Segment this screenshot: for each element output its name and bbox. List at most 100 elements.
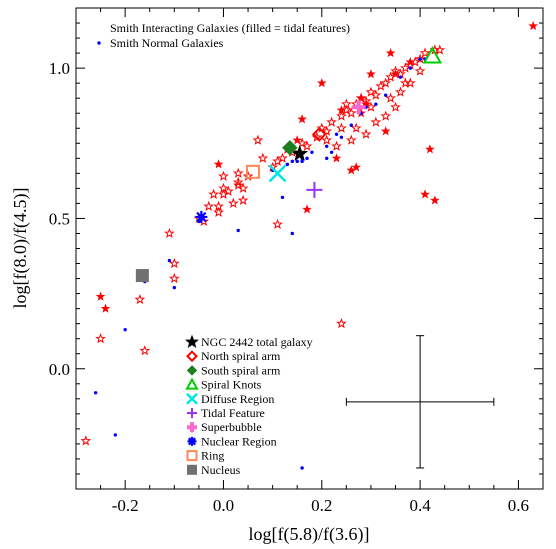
legend-label: Spiral Knots: [201, 378, 262, 392]
legend-label: Nucleus: [201, 463, 241, 477]
special-point-marker: [195, 210, 208, 223]
special-point-marker: [268, 164, 287, 183]
legend-label: Tidal Feature: [201, 406, 265, 420]
error-bar: [345, 335, 495, 469]
special-points: [135, 46, 443, 283]
interacting-galaxy-point: [227, 197, 239, 208]
interacting-galaxy-point: [164, 227, 175, 239]
interacting-galaxy-point: [404, 77, 416, 88]
interacting-galaxy-point: [237, 194, 249, 205]
y-tick-label: 0.0: [49, 360, 70, 379]
normal-galaxy-point: [290, 231, 294, 236]
legend-label: Ring: [201, 449, 224, 463]
interacting-galaxy-point: [390, 101, 401, 112]
interacting-galaxy-point: [395, 86, 406, 97]
legend-marker: [185, 334, 199, 348]
interacting-galaxy-point: [360, 128, 372, 139]
legend-label: NGC 2442 total galaxy: [201, 335, 313, 349]
normal-galaxy-point: [123, 327, 127, 332]
normal-galaxy-point: [280, 195, 285, 200]
interacting-galaxy-point: [302, 204, 312, 214]
x-tick-label: 0.2: [311, 496, 332, 515]
legend-marker: [186, 450, 198, 462]
y-axis-label: log[f(8.0)/f(4.5)]: [10, 188, 31, 309]
interacting-galaxy-point: [232, 176, 244, 187]
normal-galaxy-point: [93, 391, 98, 395]
interacting-galaxy-point: [425, 144, 435, 154]
interacting-galaxy-point: [414, 53, 426, 64]
legend-top: Smith Interacting Galaxies (filled = tid…: [97, 21, 350, 50]
normal-galaxy-point: [408, 66, 412, 70]
legend-label: South spiral arm: [201, 363, 281, 377]
x-tick-label: 0.0: [213, 496, 234, 515]
interacting-galaxy-point: [390, 69, 401, 79]
interacting-galaxy-point: [420, 189, 430, 199]
interacting-galaxy-point: [252, 134, 264, 145]
interacting-galaxy-point: [208, 188, 220, 199]
axis-ticks: [75, 7, 544, 489]
legend-marker: [187, 422, 197, 433]
interacting-galaxy-point: [168, 257, 180, 269]
normal-galaxy-point: [300, 159, 304, 164]
normal-galaxy-point: [290, 159, 294, 164]
normal-galaxy-point: [167, 258, 172, 263]
interacting-galaxy-point: [80, 435, 92, 446]
interacting-galaxy-point: [321, 134, 333, 145]
normal-galaxy-point: [236, 228, 240, 233]
interacting-galaxy-point: [232, 167, 244, 178]
interacting-galaxy-point: [345, 134, 357, 145]
data-points: [80, 20, 538, 470]
interacting-galaxy-point: [134, 293, 146, 305]
interacting-galaxy-point: [297, 114, 307, 124]
plot-frame: [75, 7, 544, 490]
interacting-galaxy-point: [331, 153, 342, 163]
interacting-galaxy-point: [528, 20, 538, 31]
interacting-galaxy-point: [100, 303, 111, 313]
normal-galaxy-point: [325, 156, 329, 161]
interacting-galaxy-point: [346, 165, 357, 175]
interacting-galaxy-point: [380, 77, 392, 88]
interacting-galaxy-point: [213, 159, 224, 169]
legend-label: Nuclear Region: [201, 434, 277, 448]
legend-marker: [185, 377, 199, 390]
interacting-galaxy-point: [277, 152, 288, 163]
interacting-galaxy-point: [316, 78, 327, 88]
interacting-galaxy-point: [341, 98, 352, 109]
x-tick-label: -0.2: [112, 496, 139, 515]
interacting-galaxy-point: [223, 185, 234, 196]
interacting-galaxy-point: [385, 92, 396, 103]
interacting-galaxy-point: [380, 110, 392, 121]
normal-galaxy-point: [374, 102, 378, 106]
interacting-galaxy-point: [168, 272, 180, 284]
interacting-galaxy-point: [345, 107, 357, 118]
normal-galaxy-point: [300, 466, 304, 470]
legend-marker: [186, 350, 198, 363]
interacting-galaxy-point: [232, 179, 244, 190]
interacting-galaxy-point: [370, 116, 382, 127]
legend-marker: [187, 408, 197, 418]
legend-label: Diffuse Region: [201, 392, 274, 406]
interacting-galaxy-point: [203, 200, 215, 211]
special-point-marker: [311, 126, 327, 142]
legend-marker: [186, 392, 198, 405]
normal-galaxy-point: [305, 156, 309, 161]
interacting-galaxy-point: [272, 218, 283, 230]
interacting-galaxy-point: [419, 47, 431, 58]
interacting-galaxy-point: [434, 44, 446, 55]
interacting-galaxy-point: [366, 69, 376, 79]
interacting-galaxy-point: [257, 152, 269, 163]
interacting-galaxy-point: [213, 206, 224, 217]
interacting-galaxy-point: [321, 125, 333, 136]
interacting-galaxy-point: [380, 126, 391, 136]
y-tick-label: 0.5: [49, 209, 70, 228]
normal-galaxy-point: [172, 285, 177, 290]
interacting-galaxy-point: [370, 89, 382, 100]
interacting-galaxy-point: [218, 170, 229, 181]
legend-top-label: Smith Interacting Galaxies (filled = tid…: [110, 21, 350, 35]
x-tick-label: 0.4: [409, 496, 431, 515]
legend-marker: [187, 436, 197, 446]
special-point-marker: [351, 100, 366, 115]
x-tick-label: 0.6: [508, 496, 529, 515]
